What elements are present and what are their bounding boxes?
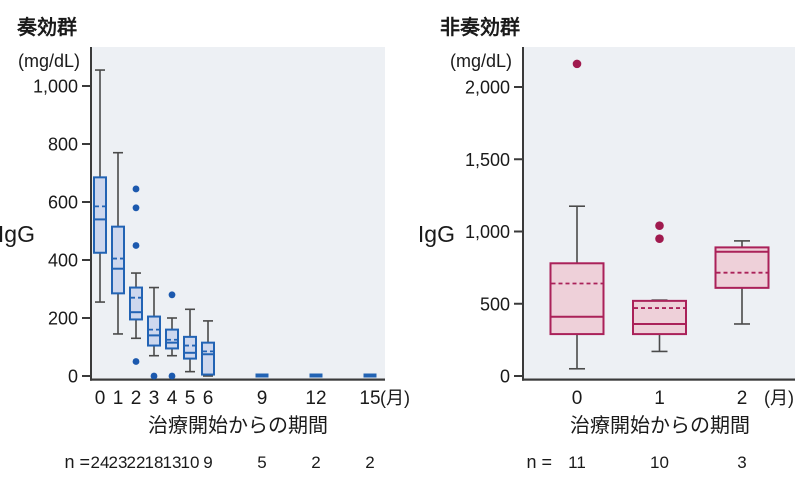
outlier-dot — [168, 372, 176, 380]
y-tick-label: 200 — [48, 309, 78, 329]
n-value: 10 — [181, 453, 200, 472]
left-unit-label: (mg/dL) — [18, 51, 80, 71]
box-rect — [129, 286, 143, 321]
left-x-axis-title: 治療開始からの期間 — [148, 414, 328, 437]
box-rect — [165, 328, 179, 350]
outlier-dot — [132, 242, 140, 249]
y-tick-label: 0 — [500, 367, 510, 387]
x-tick-label: 4 — [167, 388, 178, 409]
box-rect — [147, 315, 161, 347]
box-rect — [549, 262, 605, 336]
n-value: 13 — [163, 453, 182, 472]
right-n-prefix: n = — [526, 452, 552, 472]
x-tick-label: 12 — [305, 388, 326, 409]
left-y-axis-label: IgG — [0, 221, 35, 247]
y-tick-label: 1,000 — [465, 222, 510, 242]
n-value: 10 — [650, 453, 669, 472]
flat-box-mark — [309, 373, 323, 378]
outlier-dot — [150, 372, 158, 380]
outlier-dot — [132, 358, 140, 365]
y-tick-label: 1,000 — [33, 77, 78, 97]
x-tick-label: 0 — [572, 388, 583, 409]
left-chart-title: 奏効群 — [16, 15, 77, 39]
x-tick-label: 2 — [131, 388, 142, 409]
n-value: 18 — [145, 453, 164, 472]
box-rect — [714, 246, 770, 289]
x-tick-label: 5 — [185, 388, 196, 409]
box-rect — [632, 299, 687, 336]
n-value: 2 — [365, 453, 374, 472]
plot-background — [92, 47, 385, 379]
outlier-dot — [655, 221, 664, 231]
outlier-dot — [132, 185, 140, 193]
outlier-dot — [168, 291, 176, 299]
n-value: 9 — [203, 453, 212, 472]
y-tick-label: 400 — [48, 251, 78, 271]
box-rect — [183, 335, 197, 360]
x-tick-label: 9 — [257, 388, 268, 409]
x-tick-label: 3 — [149, 388, 160, 409]
y-tick-label: 0 — [68, 367, 78, 387]
n-value: 5 — [257, 453, 266, 472]
x-tick-label: 0 — [95, 388, 106, 409]
flat-box-mark — [255, 373, 269, 378]
static-labels: 奏効群 (mg/dL) IgG 治療開始からの期間 n = (月) 非奏効群 (… — [0, 15, 794, 472]
y-tick-label: 800 — [48, 135, 78, 155]
right-x-axis-title: 治療開始からの期間 — [570, 414, 750, 437]
n-value: 11 — [568, 453, 586, 472]
x-tick-label: 15 — [359, 388, 380, 409]
y-axis-line — [90, 47, 92, 381]
x-tick-label: 2 — [737, 388, 748, 409]
right-y-axis-label: IgG — [418, 221, 455, 247]
n-value: 22 — [127, 453, 146, 472]
right-chart-title: 非奏効群 — [440, 15, 520, 39]
x-tick-label: 1 — [113, 388, 124, 409]
left-n-prefix: n = — [64, 452, 90, 472]
left-month-suffix: (月) — [380, 388, 410, 408]
outlier-dot — [655, 234, 664, 244]
box-rect — [93, 176, 107, 254]
n-value: 23 — [109, 453, 128, 472]
n-value: 2 — [311, 453, 320, 472]
outlier-dot — [572, 59, 582, 69]
y-tick-label: 2,000 — [465, 78, 510, 98]
outlier-dot — [132, 204, 140, 212]
box-rect — [111, 225, 125, 295]
n-value: 3 — [737, 453, 746, 472]
y-tick-label: 1,500 — [465, 150, 510, 170]
x-axis-line — [90, 378, 385, 381]
x-tick-label: 1 — [654, 388, 665, 409]
right-month-suffix: (月) — [764, 388, 794, 408]
y-tick-label: 600 — [48, 193, 78, 213]
box-rect — [201, 341, 215, 376]
y-tick-label: 500 — [480, 294, 510, 314]
y-axis-line — [522, 47, 524, 381]
x-tick-label: 6 — [203, 388, 214, 409]
right-unit-label: (mg/dL) — [450, 51, 512, 71]
x-axis-line — [522, 378, 795, 381]
n-value: 24 — [91, 453, 110, 472]
flat-box-mark — [363, 373, 377, 378]
